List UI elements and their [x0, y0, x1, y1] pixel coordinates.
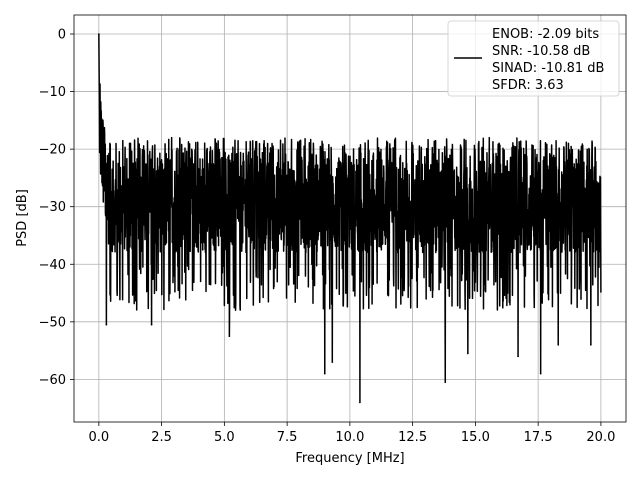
ticks: 0.0 2.5 5.0 7.5 10.0 12.5 15.0 17.5 20.0 0 −10 −20 −…: [39, 27, 616, 445]
x-axis-label: Frequency [MHz]: [295, 451, 404, 466]
psd-dip-point: [331, 361, 334, 363]
legend-snr: SNR: -10.58 dB: [492, 44, 590, 59]
psd-dip-point: [557, 344, 560, 346]
y-tick-label: −50: [39, 315, 66, 330]
plot-area: [98, 33, 602, 404]
y-axis-label: PSD [dB]: [15, 189, 30, 247]
x-tick-label: 10.0: [335, 430, 364, 445]
psd-dip-point: [590, 344, 592, 346]
x-tick-label: 2.5: [151, 430, 172, 445]
psd-dip-point: [323, 372, 326, 375]
x-tick-label: 15.0: [461, 430, 490, 445]
psd-dip-point: [444, 381, 447, 384]
y-tick-label: −60: [39, 373, 66, 388]
x-tick-label: 5.0: [214, 430, 235, 445]
psd-dip-point: [517, 355, 519, 358]
psd-dip-point: [467, 352, 469, 355]
x-tick-label: 17.5: [524, 430, 553, 445]
psd-series-line: [98, 33, 602, 404]
psd-dip-point: [539, 372, 542, 375]
y-tick-label: −40: [39, 258, 66, 273]
psd-dip-point: [105, 323, 108, 326]
x-tick-label: 7.5: [277, 430, 298, 445]
y-tick-label: 0: [58, 27, 66, 42]
legend-sinad: SINAD: -10.81 dB: [492, 61, 604, 76]
psd-dip-point: [359, 401, 361, 404]
psd-peak-point: [98, 33, 100, 35]
psd-dip-point: [150, 323, 153, 326]
y-tick-label: −30: [39, 200, 66, 215]
legend-sfdr: SFDR: 3.63: [492, 78, 564, 93]
y-tick-label: −10: [39, 85, 66, 100]
psd-dip-point: [228, 335, 231, 338]
y-tick-label: −20: [39, 143, 66, 158]
x-tick-label: 0.0: [89, 430, 110, 445]
legend-box: [447, 20, 620, 97]
legend: ENOB: -2.09 bits SNR: -10.58 dB SINAD: -…: [447, 20, 620, 97]
legend-enob: ENOB: -2.09 bits: [492, 27, 599, 42]
x-tick-label: 20.0: [586, 430, 615, 445]
x-tick-label: 12.5: [398, 430, 427, 445]
